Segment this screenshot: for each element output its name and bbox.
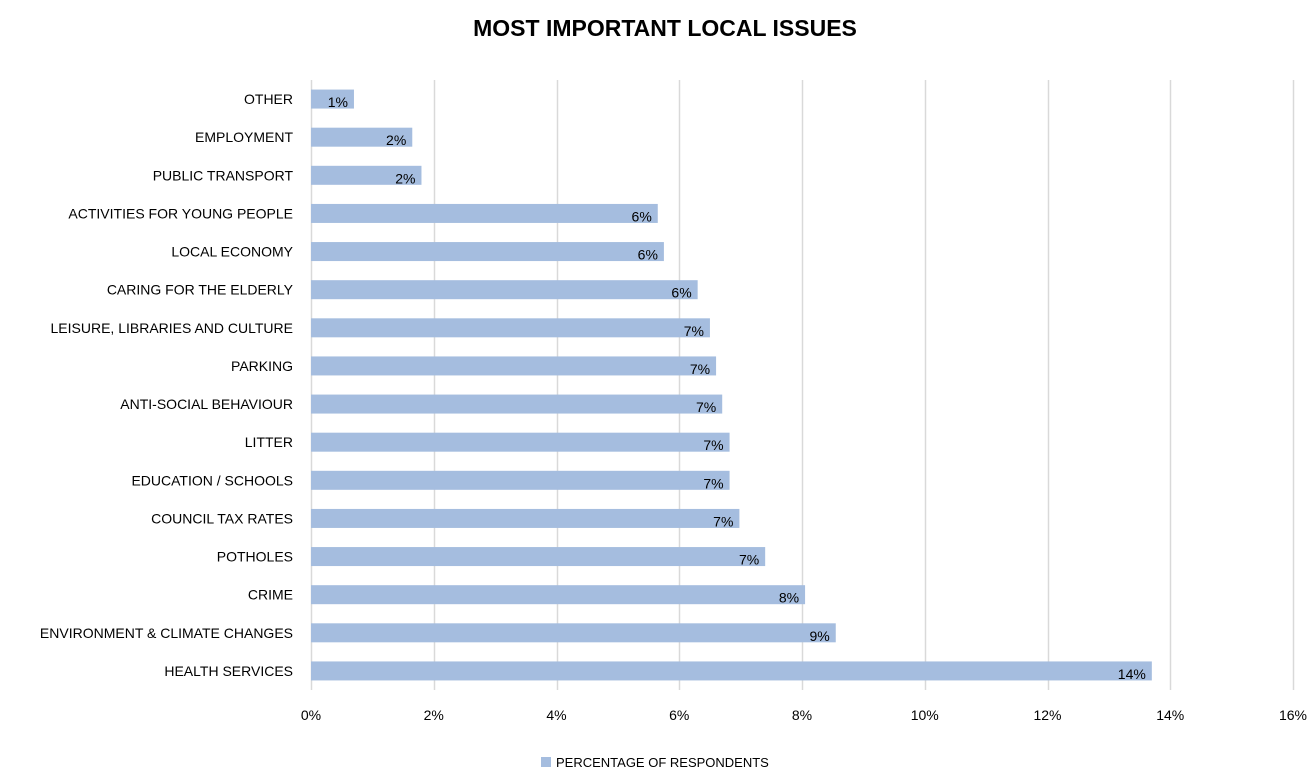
- data-label: 8%: [779, 590, 799, 606]
- bar: [311, 89, 354, 109]
- data-label: 7%: [703, 437, 723, 453]
- category-label: EDUCATION / SCHOOLS: [131, 472, 293, 488]
- category-label: COUNCIL TAX RATES: [151, 510, 293, 526]
- category-label: ACTIVITIES FOR YOUNG PEOPLE: [68, 205, 293, 221]
- x-tick-label: 6%: [669, 707, 689, 723]
- data-label: 1%: [328, 94, 348, 110]
- gridlines: [310, 80, 1295, 690]
- category-labels: OTHER EMPLOYMENT PUBLIC TRANSPORT ACTIVITIE…: [40, 91, 294, 679]
- category-label: LITTER: [245, 434, 293, 450]
- x-tick-label: 10%: [911, 707, 939, 723]
- data-label: 6%: [632, 208, 652, 224]
- x-axis-ticks: 0% 2% 4% 6% 8% 10% 12% 14% 16%: [301, 707, 1307, 723]
- legend-label: PERCENTAGE OF RESPONDENTS: [556, 755, 769, 768]
- data-labels: 1% 2% 2% 6% 6% 6% 7% 7% 7% 7% 7% 7% 7% 8% 9% 14%: [328, 94, 1146, 682]
- x-tick-label: 8%: [792, 707, 812, 723]
- x-tick-label: 16%: [1279, 707, 1307, 723]
- data-label: 7%: [690, 361, 710, 377]
- category-label: EMPLOYMENT: [195, 129, 293, 145]
- bar: [311, 280, 698, 300]
- category-label: LOCAL ECONOMY: [171, 244, 293, 260]
- data-label: 7%: [739, 552, 759, 568]
- data-label: 7%: [684, 323, 704, 339]
- x-tick-label: 4%: [546, 707, 566, 723]
- data-label: 6%: [671, 285, 691, 301]
- bar: [311, 394, 723, 414]
- data-label: 7%: [696, 399, 716, 415]
- x-tick-label: 12%: [1033, 707, 1061, 723]
- category-label: OTHER: [244, 91, 293, 107]
- bars: [311, 89, 1152, 681]
- bar: [311, 623, 836, 643]
- data-label: 6%: [638, 247, 658, 263]
- bar: [311, 585, 806, 605]
- bar: [311, 356, 717, 376]
- bar: [311, 547, 766, 567]
- category-label: LEISURE, LIBRARIES AND CULTURE: [51, 320, 293, 336]
- bar: [311, 432, 730, 452]
- category-label: CRIME: [248, 587, 293, 603]
- bar: [311, 661, 1152, 681]
- data-label: 9%: [810, 628, 830, 644]
- bar: [311, 127, 413, 147]
- legend-swatch: [541, 757, 551, 767]
- bar: [311, 470, 730, 490]
- category-label: PUBLIC TRANSPORT: [153, 167, 294, 183]
- bar: [311, 242, 664, 262]
- category-label: HEALTH SERVICES: [164, 663, 293, 679]
- data-label: 7%: [713, 513, 733, 529]
- bar: [311, 318, 710, 338]
- bar: [311, 508, 740, 528]
- legend: PERCENTAGE OF RESPONDENTS: [541, 755, 769, 768]
- data-label: 2%: [386, 132, 406, 148]
- category-label: PARKING: [231, 358, 293, 374]
- category-label: POTHOLES: [217, 549, 293, 565]
- chart-title: MOST IMPORTANT LOCAL ISSUES: [473, 15, 857, 41]
- x-tick-label: 2%: [424, 707, 444, 723]
- category-label: ENVIRONMENT & CLIMATE CHANGES: [40, 625, 293, 641]
- bar: [311, 203, 658, 223]
- x-tick-label: 0%: [301, 707, 321, 723]
- x-tick-label: 14%: [1156, 707, 1184, 723]
- bar: [311, 165, 422, 185]
- data-label: 7%: [703, 475, 723, 491]
- data-label: 2%: [395, 170, 415, 186]
- category-label: ANTI-SOCIAL BEHAVIOUR: [120, 396, 293, 412]
- category-label: CARING FOR THE ELDERLY: [107, 282, 294, 298]
- data-label: 14%: [1118, 666, 1146, 682]
